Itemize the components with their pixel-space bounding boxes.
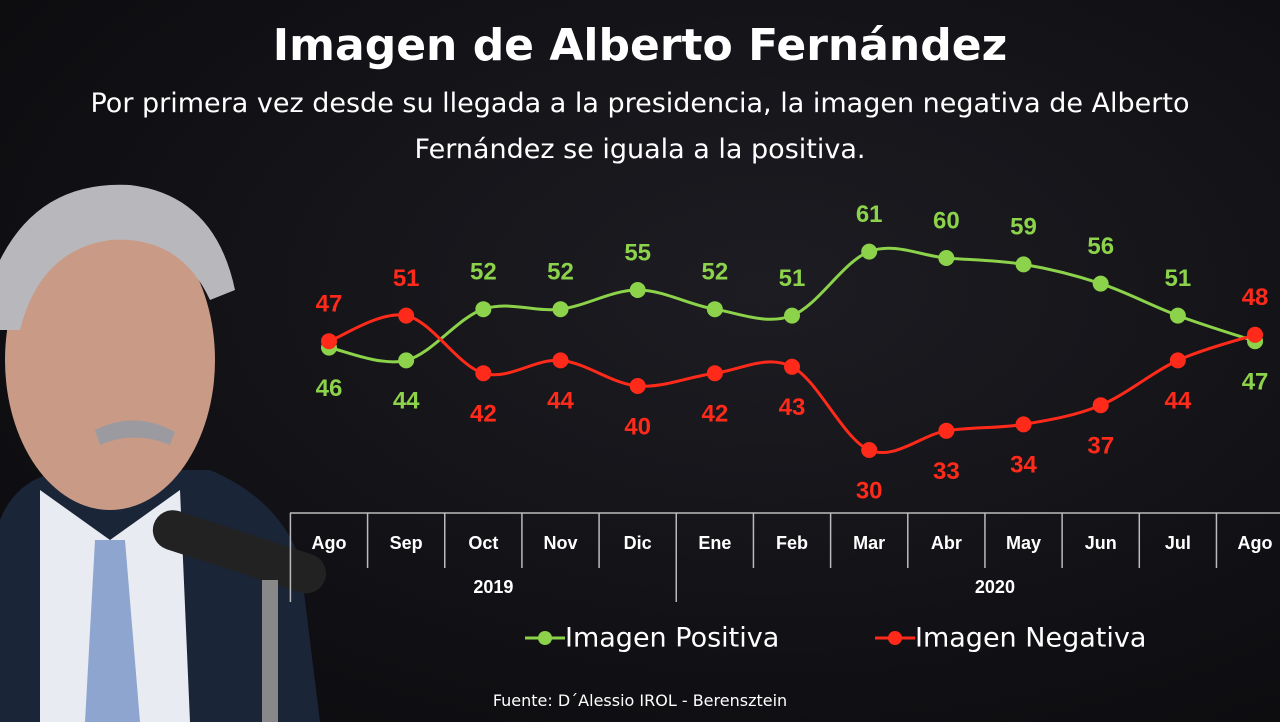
data-label: 51 [779,265,806,292]
year-label: 2019 [473,577,513,597]
x-tick-label: Nov [544,533,578,553]
point [321,333,337,350]
point [1169,352,1186,369]
point [1015,416,1032,433]
chart-title: Imagen de Alberto Fernández [273,20,1007,71]
point [552,301,569,318]
data-label: 44 [393,388,420,415]
data-label: 61 [856,201,883,228]
point [1092,397,1109,414]
data-label: 44 [547,388,574,415]
data-label: 46 [316,375,343,402]
data-label: 48 [1242,284,1269,311]
data-label: 56 [1087,233,1114,260]
point [1169,307,1186,324]
data-label: 43 [779,394,806,421]
data-label: 51 [1165,265,1192,292]
point [398,307,415,324]
data-label: 44 [1165,388,1192,415]
source: Fuente: D´Alessio IROL - Berensztein [493,691,787,710]
point [1092,275,1109,292]
x-axis: Ago Sep Oct Nov Dic Ene Feb Mar Abr May Jun Jul Ago 2… [289,512,1280,602]
point [938,250,955,266]
data-label: 51 [393,265,420,292]
data-label: 60 [933,207,960,234]
point [475,301,492,318]
x-tick-label: Abr [931,533,962,553]
point [475,365,492,382]
x-tick-label: Ene [698,533,731,553]
data-label: 37 [1087,433,1114,460]
x-tick-label: Ago [312,533,347,553]
legend-label: Imagen Positiva [565,623,779,654]
portrait [0,184,326,722]
point [398,352,415,369]
x-tick-label: Oct [468,533,498,553]
point [861,442,878,458]
legend-label: Imagen Negativa [915,623,1146,654]
point [706,301,723,318]
data-label: 34 [1010,452,1037,479]
x-tick-label: Dic [624,533,652,553]
data-label: 42 [470,401,497,428]
data-label: 52 [547,259,574,286]
x-tick-label: Sep [390,533,423,553]
x-tick-label: Mar [853,533,885,553]
chart-subtitle: Por primera vez desde su llegada a la pr… [90,88,1189,165]
data-label: 52 [701,259,728,286]
data-label: 59 [1010,214,1037,241]
point [938,422,955,439]
data-label: 47 [1242,369,1269,396]
point [552,352,569,369]
point [1015,256,1032,273]
point [861,243,878,260]
point [629,282,646,298]
x-tick-label: Ago [1238,533,1273,553]
data-label: 30 [856,477,883,504]
x-tick-label: Jun [1085,533,1117,553]
x-tick-label: Feb [776,533,808,553]
point [706,365,723,382]
point [629,378,646,394]
legend-marker [888,631,902,645]
data-label: 40 [624,413,651,440]
data-label: 42 [701,401,728,428]
data-label: 55 [624,239,651,266]
point [1247,326,1264,343]
point [784,307,801,324]
point [784,358,801,375]
x-tick-label: Jul [1165,533,1191,553]
data-label: 33 [933,458,960,485]
year-label: 2020 [975,577,1015,597]
data-label: 52 [470,259,497,286]
legend-marker [538,631,552,645]
data-label: 47 [316,291,343,318]
x-tick-label: May [1006,533,1041,553]
